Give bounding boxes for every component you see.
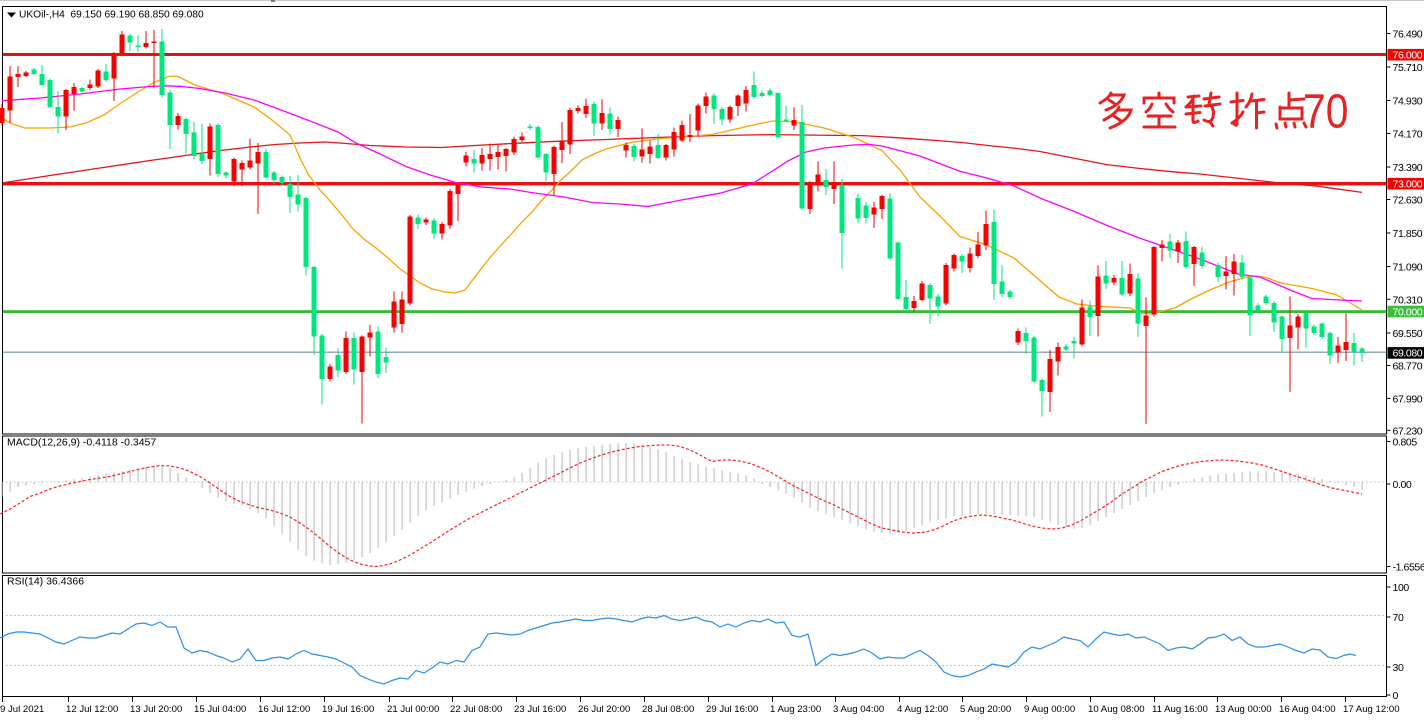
- svg-text:15 Jul 04:00: 15 Jul 04:00: [194, 704, 246, 715]
- svg-text:23 Jul 16:00: 23 Jul 16:00: [514, 704, 566, 715]
- svg-text:13 Jul 20:00: 13 Jul 20:00: [130, 704, 182, 715]
- svg-text:29 Jul 16:00: 29 Jul 16:00: [706, 704, 758, 715]
- svg-text:16 Jul 12:00: 16 Jul 12:00: [258, 704, 310, 715]
- svg-text:76.490: 76.490: [1393, 29, 1423, 41]
- svg-text:70: 70: [1303, 85, 1348, 138]
- svg-text:3 Aug 04:00: 3 Aug 04:00: [833, 704, 884, 715]
- svg-text:0.00: 0.00: [1393, 479, 1412, 491]
- svg-text:71.090: 71.090: [1393, 262, 1423, 274]
- svg-text:69.550: 69.550: [1393, 328, 1423, 340]
- svg-text:21 Jul 00:00: 21 Jul 00:00: [387, 704, 439, 715]
- svg-text:17 Aug 12:00: 17 Aug 12:00: [1343, 704, 1400, 715]
- svg-text:0.805: 0.805: [1393, 437, 1418, 449]
- svg-text:11 Aug 16:00: 11 Aug 16:00: [1152, 704, 1208, 715]
- svg-text:13 Aug 00:00: 13 Aug 00:00: [1215, 704, 1272, 715]
- svg-text:MACD(12,26,9) -0.4118 -0.3457: MACD(12,26,9) -0.4118 -0.3457: [7, 437, 156, 449]
- svg-text:70: 70: [1393, 612, 1404, 624]
- svg-text:30: 30: [1393, 662, 1404, 674]
- svg-text:4 Aug 12:00: 4 Aug 12:00: [897, 704, 948, 715]
- svg-text:22 Jul 08:00: 22 Jul 08:00: [450, 704, 502, 715]
- svg-text:70.000: 70.000: [1393, 306, 1423, 318]
- svg-text:71.850: 71.850: [1393, 228, 1423, 240]
- svg-text:100: 100: [1393, 582, 1410, 594]
- svg-text:68.770: 68.770: [1393, 361, 1423, 373]
- svg-text:28 Jul 08:00: 28 Jul 08:00: [642, 704, 694, 715]
- svg-text:RSI(14) 36.4366: RSI(14) 36.4366: [7, 576, 84, 588]
- svg-text:74.170: 74.170: [1393, 129, 1423, 141]
- svg-text:76.000: 76.000: [1393, 50, 1423, 62]
- svg-text:72.630: 72.630: [1393, 195, 1423, 207]
- svg-text:1 Aug 23:00: 1 Aug 23:00: [770, 704, 821, 715]
- svg-text:16 Aug 04:00: 16 Aug 04:00: [1279, 704, 1336, 715]
- svg-text:0: 0: [1393, 690, 1399, 702]
- svg-text:74.930: 74.930: [1393, 96, 1423, 108]
- svg-text:19 Jul 16:00: 19 Jul 16:00: [322, 704, 374, 715]
- svg-text:73.390: 73.390: [1393, 162, 1423, 174]
- svg-text:9 Jul 2021: 9 Jul 2021: [0, 704, 44, 715]
- svg-text:-1.6556: -1.6556: [1393, 562, 1424, 574]
- svg-text:67.990: 67.990: [1393, 393, 1423, 405]
- svg-text:67.230: 67.230: [1393, 425, 1423, 437]
- svg-text:10 Aug 08:00: 10 Aug 08:00: [1088, 704, 1145, 715]
- svg-text:26 Jul 20:00: 26 Jul 20:00: [578, 704, 630, 715]
- svg-text:9 Aug 00:00: 9 Aug 00:00: [1024, 704, 1075, 715]
- svg-text:70.310: 70.310: [1393, 294, 1423, 306]
- svg-text:UKOil-,H4 69.150 69.190 68.85: UKOil-,H4 69.150 69.190 68.850 69.080: [19, 10, 204, 21]
- svg-text:12 Jul 12:00: 12 Jul 12:00: [66, 704, 118, 715]
- svg-text:75.710: 75.710: [1393, 62, 1423, 74]
- svg-text:5 Aug 20:00: 5 Aug 20:00: [960, 704, 1011, 715]
- svg-text:69.080: 69.080: [1393, 348, 1423, 360]
- svg-text:73.000: 73.000: [1393, 179, 1423, 191]
